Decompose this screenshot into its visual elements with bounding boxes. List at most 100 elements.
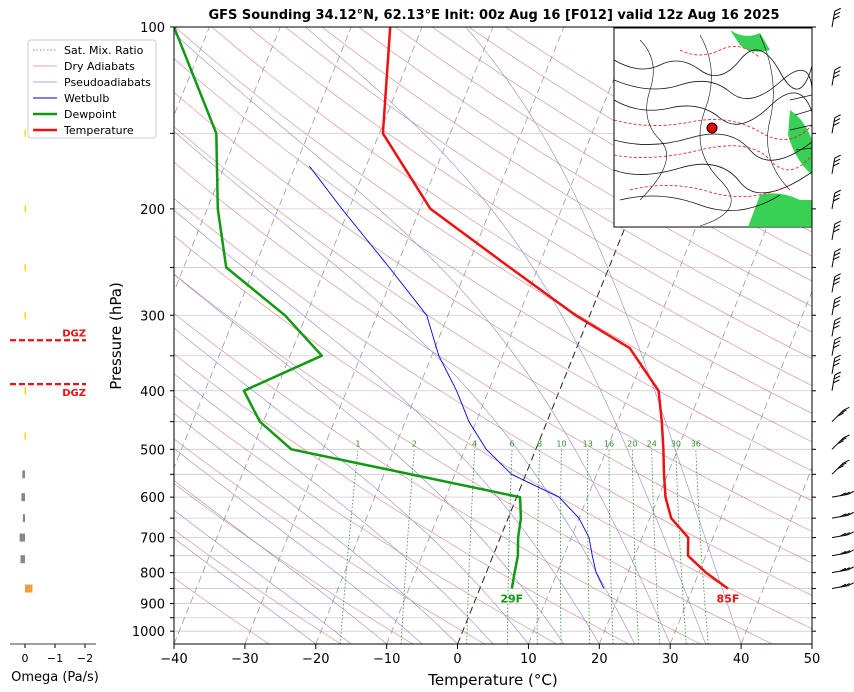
surface-dewpoint-label: 29F (500, 593, 523, 606)
legend-entry: Sat. Mix. Ratio (64, 44, 144, 57)
mixing-ratio-line (536, 449, 540, 644)
pseudoadiabat (174, 412, 458, 644)
wind-barb-flag (834, 189, 842, 194)
y-axis-label: Pressure (hPa) (107, 282, 125, 390)
profile-lines: 85F 29F (174, 27, 739, 606)
wind-barb-flag (833, 281, 840, 286)
dry-adiabat (285, 27, 812, 359)
x-tick-label: 20 (591, 652, 608, 667)
wind-barb-flag (834, 248, 842, 253)
wind-barb-flag (843, 567, 851, 572)
dry-adiabat (248, 27, 812, 387)
mixing-ratio-label: 13 (583, 439, 593, 448)
dry-adiabat (174, 91, 812, 502)
wind-barb-flag (839, 532, 847, 537)
legend-entry: Dry Adiabats (64, 60, 135, 73)
wind-barb-flag (843, 491, 851, 496)
dry-adiabat (174, 353, 629, 644)
pseudoadiabat (174, 327, 529, 644)
wind-barb-flag (843, 406, 850, 411)
omega-tick-label: 0 (22, 652, 29, 665)
wind-barb-flag (833, 379, 840, 384)
wind-barb-flag (833, 70, 841, 75)
wind-barb-flag (847, 582, 854, 587)
mixing-ratio-label: 2 (412, 439, 417, 448)
wind-barb-flag (833, 340, 841, 345)
x-tick-label: −10 (373, 652, 400, 667)
wind-barb-flag (839, 492, 847, 497)
mixing-ratio-line (608, 449, 614, 644)
wind-barb-flag (833, 122, 840, 126)
wind-barb-flag (833, 118, 841, 123)
mixing-ratio-label: 24 (647, 439, 657, 448)
wind-barb-flag (833, 362, 840, 367)
x-tick-label: 0 (453, 652, 461, 667)
wind-barb-flag (847, 531, 854, 536)
dry-adiabat (174, 273, 773, 644)
isotherm (669, 290, 812, 644)
wind-barb-flag (843, 550, 851, 555)
mixing-ratio-label: 4 (472, 439, 477, 448)
wind-barb-flag (833, 162, 840, 167)
wind-barb-flag (833, 158, 841, 163)
dry-adiabat (174, 577, 270, 644)
wind-barb-flag (833, 277, 841, 282)
surface-temperature-label: 85F (717, 593, 740, 606)
legend-entry: Pseudoadiabats (64, 76, 151, 89)
x-tick-label: −20 (302, 652, 329, 667)
dry-adiabat (174, 161, 812, 564)
mixing-ratio-line (695, 449, 709, 644)
wind-barb-flag (847, 511, 854, 516)
legend-entry: Wetbulb (64, 92, 109, 105)
plot-frame (173, 26, 813, 645)
wind-barb-flag (833, 252, 841, 257)
wind-barb-flag (840, 437, 847, 442)
wind-barb-flag (847, 490, 854, 495)
wind-barb-flag (833, 256, 840, 261)
omega-axis-label: Omega (Pa/s) (11, 670, 99, 685)
x-tick-label: 40 (733, 652, 750, 667)
pseudoadiabat (174, 32, 671, 644)
wind-barb-flag (833, 321, 841, 325)
wind-barb-flag (833, 74, 840, 79)
wind-barb-flag (840, 462, 847, 467)
wind-barb-flag (833, 197, 840, 202)
wind-barb-flag (834, 371, 842, 376)
wind-barb-flag (837, 440, 844, 445)
mixing-ratio-label: 30 (671, 439, 681, 448)
dry-adiabat (395, 27, 812, 282)
isotherm (174, 27, 281, 293)
wind-barb-flag (833, 224, 841, 229)
pseudoadiabat (174, 448, 423, 644)
y-tick-label: 300 (140, 309, 165, 324)
legend-entry: Temperature (63, 124, 134, 137)
x-tick-label: −30 (231, 652, 258, 667)
omega-tick-label: −1 (47, 652, 63, 665)
wind-barb-flag (834, 336, 842, 341)
dry-adiabat (174, 126, 812, 532)
mixing-ratio-label: 20 (627, 439, 637, 448)
x-tick-label: −40 (160, 652, 187, 667)
wind-barb-flag (834, 317, 842, 321)
pseudoadiabat (174, 274, 565, 644)
x-axis-label: Temperature (°C) (427, 671, 557, 689)
wind-barb-flag (839, 567, 847, 572)
wind-barb-flag (833, 358, 841, 363)
mixing-ratio-line (587, 449, 591, 644)
x-tick-label: 30 (662, 652, 679, 667)
mixing-ratio-label: 1 (355, 439, 360, 448)
isotherm (244, 27, 494, 644)
omega-bar (24, 311, 26, 319)
mixing-ratio-line (651, 449, 661, 644)
mixing-ratio-line (560, 449, 562, 644)
mixing-ratio-line (466, 449, 476, 644)
omega-bar (20, 555, 25, 564)
omega-bar (24, 263, 26, 271)
y-tick-label: 700 (140, 532, 165, 547)
y-tick-label: 500 (140, 443, 165, 458)
wind-barb-flag (834, 220, 842, 225)
wind-barb-flag (833, 228, 840, 233)
wind-barb-flag (847, 549, 854, 554)
dewpoint-profile (174, 27, 523, 589)
